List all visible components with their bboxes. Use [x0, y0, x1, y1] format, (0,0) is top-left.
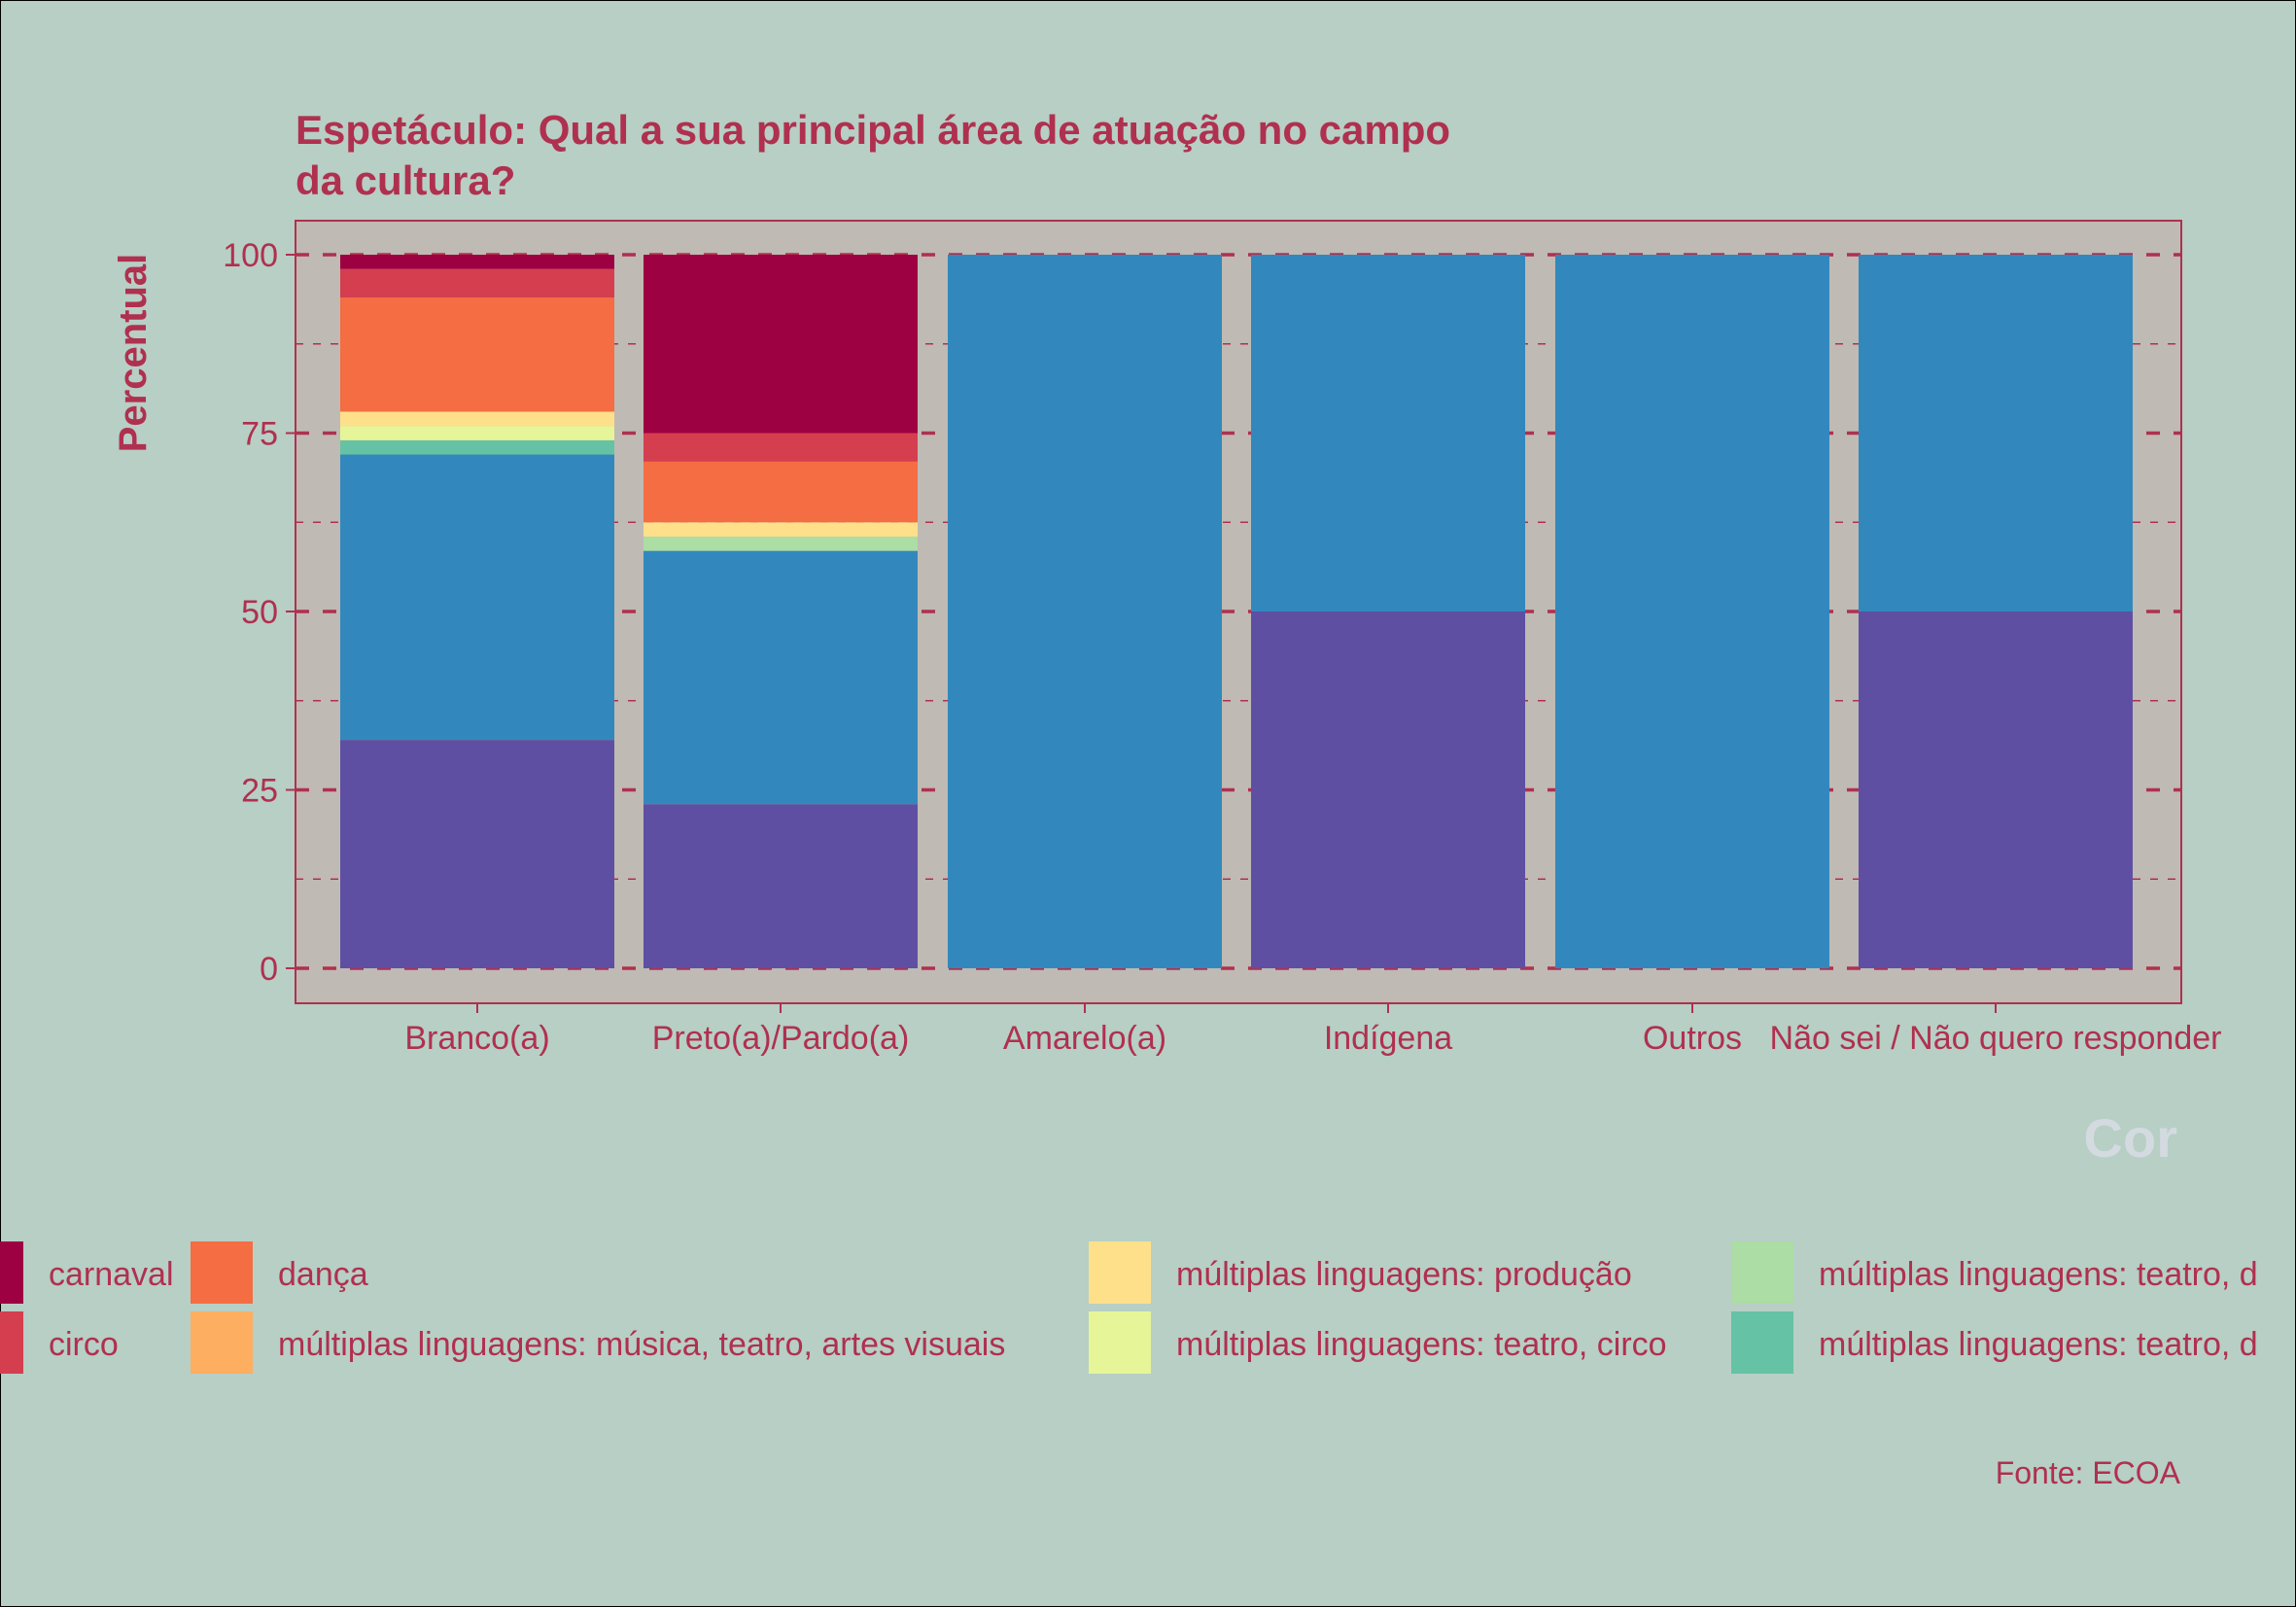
- x-tick-label: Não sei / Não quero responder: [1770, 1020, 2222, 1057]
- legend-swatch: [1089, 1311, 1151, 1374]
- bar-segment: [1859, 611, 2133, 968]
- bar-segment: [340, 297, 614, 412]
- bar-segment: [644, 536, 918, 551]
- legend-label: múltiplas linguagens: música, teatro, ar…: [278, 1326, 1005, 1363]
- bar-segment: [340, 740, 614, 968]
- chart-title-line1: Espetáculo: Qual a sua principal área de…: [296, 107, 1450, 153]
- y-tick-label: 50: [241, 594, 278, 631]
- bar-segment: [644, 433, 918, 462]
- legend-label: múltiplas linguagens: teatro, d: [1819, 1326, 2258, 1363]
- y-axis-title: Percentual: [112, 254, 155, 453]
- bar-segment: [340, 439, 614, 455]
- legend-swatch: [1089, 1241, 1151, 1304]
- bar-segment: [644, 461, 918, 523]
- y-tick-label: 0: [260, 951, 278, 988]
- bar-segment: [644, 804, 918, 968]
- legend-swatch: [0, 1311, 23, 1374]
- bar-segment: [340, 255, 614, 269]
- x-tick-label: Indígena: [1324, 1020, 1452, 1057]
- legend-label: múltiplas linguagens: produção: [1176, 1256, 1632, 1293]
- bar-segment: [948, 255, 1222, 968]
- legend-label: carnaval: [49, 1256, 174, 1293]
- y-tick-label: 100: [223, 237, 278, 274]
- legend-label: múltiplas linguagens: teatro, d: [1819, 1256, 2258, 1293]
- bar-segment: [1555, 255, 1829, 968]
- legend-swatch: [1731, 1241, 1793, 1304]
- x-tick-label: Branco(a): [404, 1020, 549, 1057]
- x-ticks: Branco(a) Preto(a)/Pardo(a) Amarelo(a) Indí…: [404, 1003, 2221, 1057]
- bar-segment: [644, 522, 918, 537]
- x-tick-label: Amarelo(a): [1003, 1020, 1166, 1057]
- legend-title: Cor: [2084, 1107, 2177, 1169]
- bar-segment: [340, 268, 614, 298]
- chart-title-line2: da cultura?: [296, 157, 515, 203]
- y-tick-label: 75: [241, 416, 278, 453]
- legend-swatch: [191, 1311, 253, 1374]
- bar-segment: [644, 255, 918, 434]
- legend-swatch: [0, 1241, 23, 1304]
- bar-segment: [340, 411, 614, 427]
- bar-segment: [1251, 611, 1525, 968]
- bars-group: [340, 255, 2133, 968]
- caption: Fonte: ECOA: [1996, 1455, 2181, 1490]
- legend-swatch: [191, 1241, 253, 1304]
- x-tick-label: Outros: [1643, 1020, 1742, 1057]
- y-tick-label: 25: [241, 773, 278, 810]
- legend-label: circo: [49, 1326, 119, 1363]
- bar-segment: [340, 426, 614, 440]
- legend: carnaval circo dança múltiplas linguagens: …: [0, 1241, 2258, 1374]
- bar-segment: [1251, 255, 1525, 611]
- bar-segment: [644, 550, 918, 805]
- bar-segment: [1859, 255, 2133, 611]
- legend-label: múltiplas linguagens: teatro, circo: [1176, 1326, 1667, 1363]
- legend-label: dança: [278, 1256, 368, 1293]
- legend-swatch: [1731, 1311, 1793, 1374]
- x-tick-label: Preto(a)/Pardo(a): [652, 1020, 910, 1057]
- y-ticks: 0 25 50 75 100: [223, 237, 296, 988]
- bar-segment: [340, 454, 614, 741]
